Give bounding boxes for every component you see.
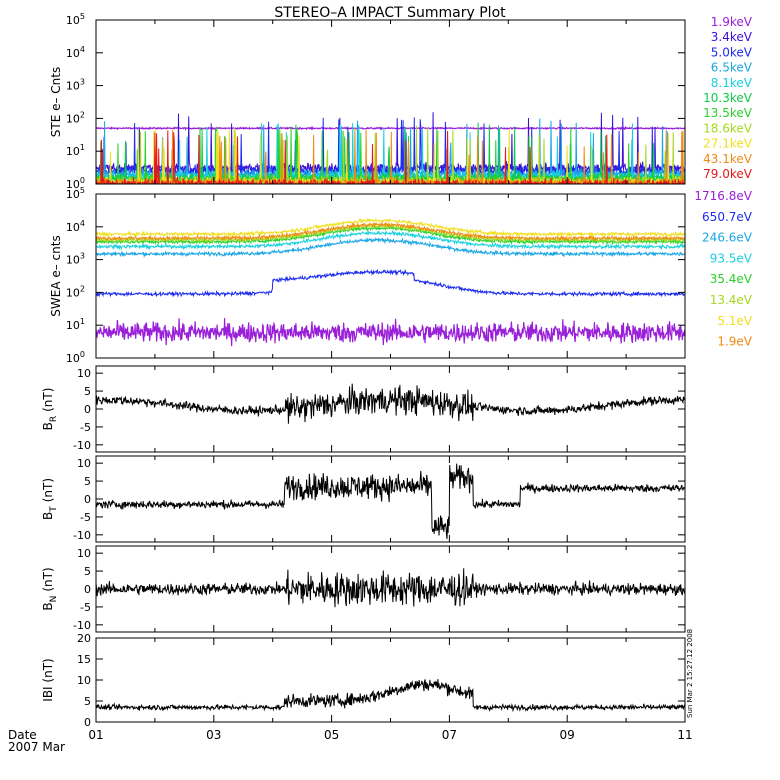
legend-entry: 1.9keV [711, 15, 753, 29]
legend-entry: 5.1eV [717, 314, 752, 328]
y-tick-label: 5 [84, 475, 91, 488]
y-tick-label: 10 [77, 457, 91, 470]
series-line [96, 217, 685, 238]
series-line [96, 125, 685, 131]
y-tick-label: 0 [84, 716, 91, 729]
y-tick-label: 5 [84, 385, 91, 398]
y-tick-exponent: 5 [80, 186, 85, 195]
legend-entry: 35.4eV [710, 272, 753, 286]
y-tick-label: 5 [84, 695, 91, 708]
y-tick-exponent: 2 [80, 110, 85, 119]
y-tick-label: 20 [77, 632, 91, 645]
trace-line [96, 568, 685, 608]
legend-entry: 43.1keV [703, 152, 753, 166]
legend-swea: 1716.8eV 650.7eV 246.6eV 93.5eV 35.4eV 13.4eV… [694, 189, 752, 349]
date-label: Date [8, 728, 37, 742]
y-tick-exponent: 4 [80, 45, 85, 54]
y-axis-label-unit: (nT) [41, 478, 55, 502]
legend-entry: 1716.8eV [694, 189, 752, 203]
trace-line [96, 463, 685, 540]
legend-entry: 27.1keV [703, 137, 753, 151]
month-label: 2007 Mar [8, 740, 65, 754]
y-tick-label: 10 [77, 547, 91, 560]
y-tick-exponent: 3 [80, 252, 85, 261]
y-tick-label: -10 [73, 439, 91, 452]
series-line [96, 318, 685, 347]
x-tick-label: 03 [206, 728, 221, 742]
y-axis-label-subscript: T [49, 506, 59, 513]
legend-entry: 10.3keV [703, 91, 753, 105]
series-group [96, 679, 685, 713]
series-line [96, 236, 685, 259]
y-tick-exponent: 1 [80, 317, 85, 326]
y-tick-label: 10 [77, 674, 91, 687]
series-line [96, 224, 685, 246]
series-line [96, 268, 685, 298]
y-tick-exponent: 4 [80, 219, 85, 228]
y-tick-exponent: 3 [80, 78, 85, 87]
legend-entry: 650.7eV [702, 210, 753, 224]
y-axis-label-subscript: R [49, 416, 59, 422]
y-tick-exponent: 5 [80, 12, 85, 21]
legend-entry: 5.0keV [711, 45, 753, 59]
x-tick-label: 01 [88, 728, 103, 742]
y-axis-label: STE e– Cnts [49, 67, 63, 137]
y-axis-label: SWEA e– cnts [49, 235, 63, 316]
trace-line [96, 383, 685, 424]
y-tick-label: 5 [84, 565, 91, 578]
y-axis-label-unit: (nT) [41, 567, 55, 591]
x-tick-label: 05 [324, 728, 339, 742]
legend-entry: 79.0keV [703, 167, 753, 181]
y-axis-label: IBI (nT) [41, 658, 55, 701]
legend-entry: 13.4eV [710, 293, 753, 307]
series-line [96, 220, 685, 243]
x-axis: 01 03 05 07 09 11 [88, 728, 692, 742]
y-tick-label: -5 [80, 601, 91, 614]
legend-entry: 18.6keV [703, 121, 753, 135]
y-tick-label: 0 [84, 403, 91, 416]
series-group [96, 568, 685, 608]
series-line [96, 229, 685, 251]
timestamp: Sun Mar 2 15:27:12 2008 [686, 629, 694, 718]
panel-bmag: 20 15 10 5 0 IBI (nT) [41, 632, 686, 729]
y-tick-label: -5 [80, 511, 91, 524]
y-tick-exponent: 1 [80, 143, 85, 152]
x-tick-label: 07 [442, 728, 457, 742]
y-tick-label: 0 [84, 583, 91, 596]
y-tick-label: 15 [77, 653, 91, 666]
legend-entry: 8.1keV [711, 76, 753, 90]
series-group [96, 217, 685, 347]
legend-entry: 3.4keV [711, 30, 753, 44]
x-tick-label: 09 [560, 728, 575, 742]
series-line [96, 127, 685, 184]
y-tick-exponent: 0 [80, 176, 85, 185]
legend-entry: 13.5keV [703, 106, 753, 120]
y-tick-label: -10 [73, 619, 91, 632]
y-tick-label: 10 [77, 367, 91, 380]
y-tick-label: -10 [73, 529, 91, 542]
y-axis-label-unit: (nT) [41, 388, 55, 412]
legend-entry: 6.5keV [711, 61, 753, 75]
x-tick-label: 11 [677, 728, 692, 742]
series-group [96, 383, 685, 424]
legend-entry: 246.6eV [702, 231, 753, 245]
y-axis-label-subscript: N [49, 596, 59, 603]
legend-entry: 1.9eV [717, 335, 752, 349]
y-tick-label: -5 [80, 421, 91, 434]
y-tick-label: 0 [84, 493, 91, 506]
trace-line [96, 679, 685, 713]
y-tick-exponent: 2 [80, 284, 85, 293]
plot-title: STEREO–A IMPACT Summary Plot [274, 5, 506, 21]
legend-entry: 93.5eV [710, 251, 753, 265]
y-tick-exponent: 0 [80, 350, 85, 359]
series-group [96, 463, 685, 540]
